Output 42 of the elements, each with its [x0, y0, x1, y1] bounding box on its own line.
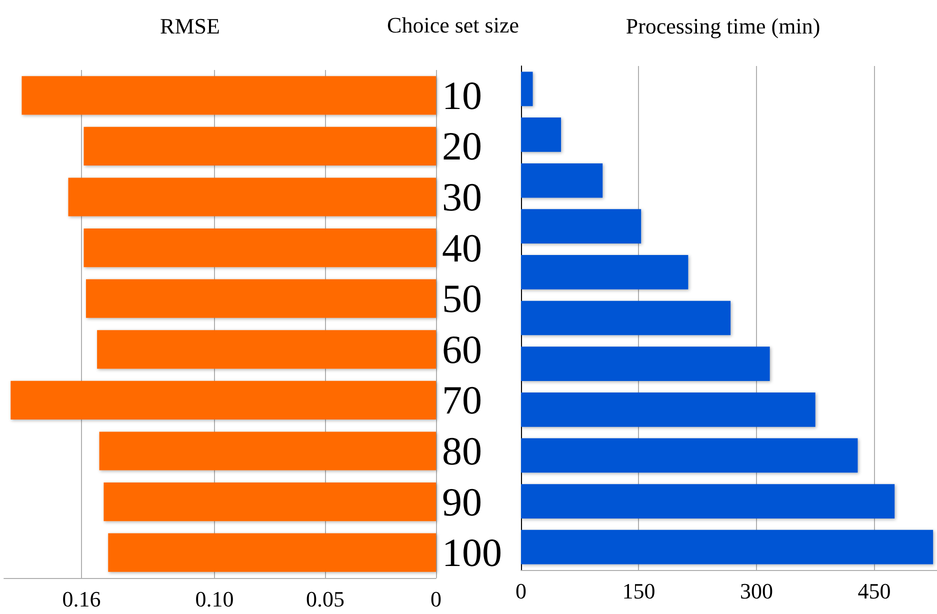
x-tick-label: 0.05	[306, 586, 344, 612]
bar	[521, 209, 642, 244]
x-tick-label: 150	[622, 578, 656, 604]
bar	[84, 228, 436, 268]
y-tick-label: 30	[442, 174, 482, 220]
bar	[521, 255, 688, 290]
y-tick-label: 60	[442, 326, 482, 372]
bar	[521, 438, 858, 473]
chart-title: RMSE	[160, 14, 220, 38]
bar	[99, 432, 436, 470]
y-tick-label: 70	[442, 378, 482, 423]
y-axis-title: Choice set size	[387, 12, 520, 38]
y-tick-label: 80	[442, 428, 482, 474]
y-tick-label: 10	[442, 72, 482, 118]
bar	[97, 330, 436, 369]
bar	[521, 72, 533, 106]
y-tick-label: 100	[442, 530, 502, 576]
x-tick-label: 0	[516, 578, 526, 604]
y-tick-label: 20	[442, 124, 482, 169]
bar	[10, 380, 436, 420]
bar	[84, 126, 436, 166]
bar	[521, 346, 770, 381]
x-tick-label: 0	[430, 586, 442, 612]
y-tick-label: 50	[442, 276, 482, 322]
x-tick-label: 0.16	[62, 586, 101, 612]
bar	[521, 163, 603, 198]
bar	[521, 484, 895, 518]
y-tick-label: 90	[442, 479, 482, 524]
bar	[521, 300, 731, 336]
x-tick-label: 0.10	[195, 586, 234, 612]
y-tick-label: 40	[442, 225, 482, 270]
chart-title: Processing time (min)	[626, 14, 820, 38]
bar	[521, 118, 562, 152]
bar	[521, 392, 816, 427]
bar	[104, 482, 436, 522]
bar	[521, 530, 934, 564]
x-tick-label: 450	[858, 578, 891, 604]
bar	[68, 178, 436, 216]
bar	[86, 279, 436, 318]
bar	[22, 76, 436, 115]
x-tick-label: 300	[740, 578, 773, 604]
bar	[108, 533, 436, 572]
